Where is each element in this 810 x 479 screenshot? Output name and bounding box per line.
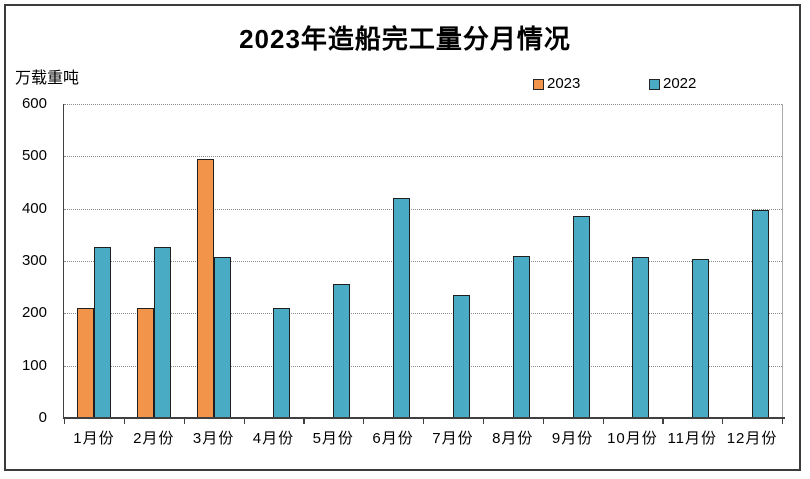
legend-item-2023: 2023 — [533, 76, 580, 92]
gridline-400 — [64, 208, 782, 210]
y-axis-unit-label: 万载重吨 — [15, 70, 80, 87]
y-axis-tick-label-500: 500 — [21, 147, 47, 165]
x-axis-label-1月份: 1月份 — [73, 430, 115, 447]
bar-2022-3月份 — [213, 256, 231, 418]
y-axis-tick-label-0: 0 — [38, 409, 47, 426]
x-axis-tick-mark — [243, 418, 245, 424]
bar-2023-1月份 — [76, 307, 94, 418]
bar-2023-3月份 — [196, 158, 214, 418]
x-axis-label-4月份: 4月份 — [252, 430, 295, 447]
bar-2022-12月份 — [752, 210, 770, 418]
bar-2022-7月份 — [452, 295, 470, 418]
x-axis-label-12月份: 12月份 — [726, 430, 778, 447]
y-axis-tick-label-200: 200 — [21, 304, 47, 322]
legend-item-2022: 2022 — [649, 76, 696, 92]
x-axis-label-5月份: 5月份 — [312, 430, 354, 447]
gridline-600 — [64, 104, 782, 105]
legend: 2023 2022 — [0, 76, 810, 94]
x-axis-label-11月份: 11月份 — [667, 430, 718, 447]
x-axis-tick-mark — [363, 418, 365, 424]
x-axis-tick-mark — [542, 418, 544, 424]
plot-area — [64, 104, 782, 418]
x-axis-label-3月份: 3月份 — [192, 430, 235, 447]
x-axis-tick-mark — [602, 418, 604, 424]
y-axis-line — [62, 104, 65, 419]
x-axis-label-8月份: 8月份 — [492, 430, 534, 447]
legend-label-2023: 2023 — [547, 75, 581, 92]
x-axis-tick-mark — [123, 418, 126, 424]
x-axis-tick-mark — [64, 418, 66, 424]
bar-2022-1月份 — [93, 247, 111, 418]
legend-label-2022: 2022 — [663, 75, 697, 92]
bar-2022-9月份 — [572, 216, 590, 418]
x-axis-label-9月份: 9月份 — [551, 430, 594, 447]
gridline-200 — [64, 313, 782, 315]
legend-swatch-2023 — [533, 78, 544, 90]
x-axis-tick-mark — [782, 418, 784, 424]
bar-2022-10月份 — [632, 256, 650, 418]
x-axis-tick-mark — [482, 418, 485, 424]
x-axis-label-6月份: 6月份 — [372, 430, 414, 447]
bar-2022-5月份 — [333, 283, 351, 418]
y-axis-tick-label-300: 300 — [21, 252, 47, 269]
legend-swatch-2022 — [649, 78, 660, 90]
gridline-300 — [64, 261, 782, 262]
gridline-100 — [64, 365, 782, 367]
y-axis-tick-label-400: 400 — [21, 199, 47, 217]
x-axis-tick-mark — [303, 418, 305, 424]
x-axis-label-7月份: 7月份 — [432, 430, 474, 447]
x-axis-line — [62, 417, 785, 419]
bar-2023-2月份 — [136, 307, 154, 418]
plot-right-border — [781, 104, 783, 417]
chart-title: 2023年造船完工量分月情况 — [239, 24, 571, 54]
chart-outer-frame — [4, 4, 801, 471]
bar-2022-11月份 — [692, 259, 710, 418]
y-axis-tick-label-600: 600 — [21, 95, 47, 112]
x-axis-tick-mark — [183, 418, 185, 424]
x-axis-label-2月份: 2月份 — [133, 430, 175, 447]
x-axis-tick-mark — [662, 418, 664, 424]
bar-2022-2月份 — [153, 246, 171, 418]
bar-2022-6月份 — [393, 197, 411, 418]
x-axis-tick-mark — [423, 418, 425, 424]
x-axis-tick-mark — [722, 418, 724, 424]
bar-2022-8月份 — [512, 255, 530, 418]
x-axis-label-10月份: 10月份 — [607, 430, 658, 447]
y-axis-tick-label-100: 100 — [21, 356, 47, 374]
bar-2022-4月份 — [273, 308, 291, 418]
gridline-500 — [64, 156, 782, 158]
